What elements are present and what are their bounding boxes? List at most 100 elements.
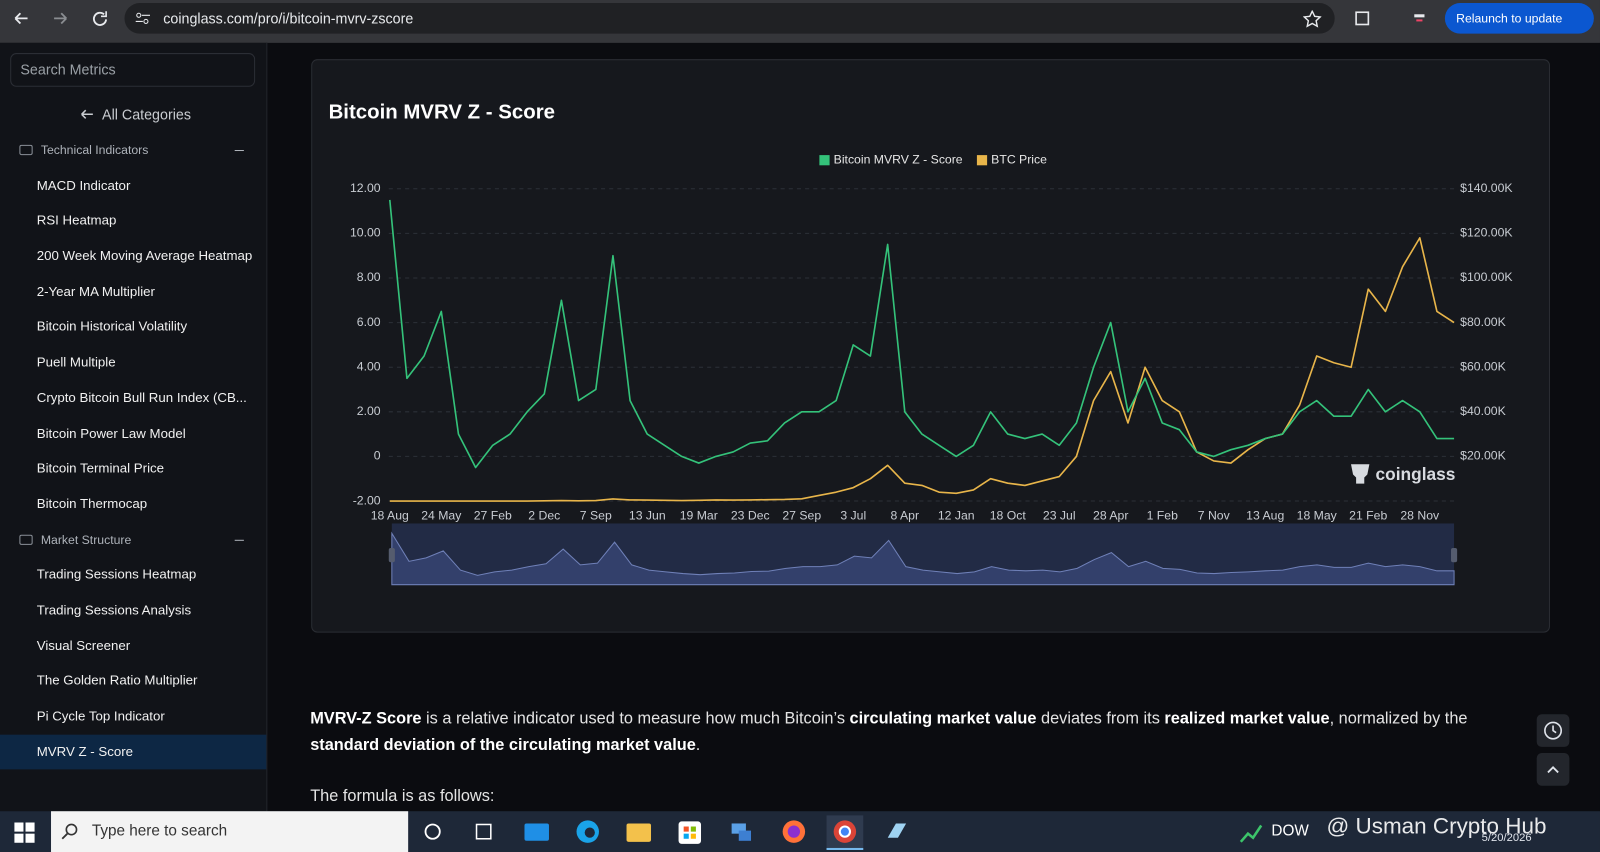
navigator-handle[interactable] <box>1451 547 1458 563</box>
bookmark-star[interactable] <box>1303 10 1322 28</box>
y2-tick-label: $100.00K <box>1460 270 1513 284</box>
y-tick-label: 4.00 <box>357 359 381 373</box>
legend-swatch[interactable] <box>819 155 830 166</box>
x-tick-label: 12 Jan <box>938 509 975 523</box>
metric-item[interactable]: Visual Screener <box>36 637 131 653</box>
bold-text: standard deviation of the circulating ma… <box>310 736 696 755</box>
x-tick-label: 18 May <box>1297 509 1338 523</box>
x-tick-label: 27 Sep <box>782 509 821 523</box>
x-tick-label: 27 Feb <box>474 509 512 523</box>
x-tick-label: 19 Mar <box>680 509 718 523</box>
metric-item[interactable]: Pi Cycle Top Indicator <box>36 708 165 724</box>
legend-swatch[interactable] <box>976 155 988 166</box>
y2-tick-label: $40.00K <box>1460 404 1506 418</box>
x-tick-label: 24 May <box>421 509 462 523</box>
group-header[interactable]: Technical Indicators <box>0 133 266 168</box>
y-tick-label: 0 <box>374 449 381 463</box>
x-tick-label: 18 Aug <box>371 509 409 523</box>
site-info-icon[interactable] <box>135 11 151 25</box>
metric-item[interactable]: Bitcoin Power Law Model <box>36 424 186 441</box>
metric-item[interactable]: Bitcoin Historical Volatility <box>36 318 188 335</box>
support-icon <box>1544 721 1563 740</box>
x-tick-label: 13 Aug <box>1246 509 1284 523</box>
search-metrics[interactable]: Search Metrics <box>10 53 256 87</box>
y-tick-label: 8.00 <box>357 270 381 284</box>
metric-item[interactable]: 200 Week Moving Average Heatmap <box>36 248 253 264</box>
y-tick-label: -2.00 <box>353 493 381 507</box>
metric-item[interactable]: Crypto Bitcoin Bull Run Index (CB... <box>36 389 247 405</box>
x-tick-label: 1 Feb <box>1147 509 1178 523</box>
folder-icon <box>19 534 33 545</box>
group-title: Market Structure <box>40 532 132 547</box>
scroll-top-button[interactable] <box>1536 753 1570 786</box>
metric-item[interactable]: RSI Heatmap <box>36 212 117 228</box>
metric-item[interactable]: Trading Sessions Analysis <box>36 601 192 618</box>
y-tick-label: 2.00 <box>357 404 381 418</box>
back-arrow[interactable] <box>80 108 94 120</box>
stock-ticker[interactable]: DOW <box>1271 822 1309 840</box>
taskbar: Type here to search DOW @ Usman Crypto H… <box>0 811 1600 852</box>
nav-buttons[interactable] <box>10 8 112 28</box>
start-button[interactable] <box>14 822 35 843</box>
y-tick-label: 10.00 <box>350 226 381 240</box>
url-text[interactable]: coinglass.com/pro/i/bitcoin-mvrv-zscore <box>163 10 414 27</box>
metric-item[interactable]: MVRV Z - Score <box>0 734 267 770</box>
x-tick-label: 18 Oct <box>990 509 1027 523</box>
x-tick-label: 13 Jun <box>629 509 666 523</box>
metric-item[interactable]: MACD Indicator <box>36 177 131 193</box>
metric-item[interactable]: Bitcoin Thermocap <box>36 495 148 512</box>
chart: -2.00 0 2.00 4.00 6.00 8.00 10.00 12.00 $20.00K $… <box>350 152 1513 586</box>
metric-item[interactable]: Trading Sessions Heatmap <box>36 566 197 582</box>
y2-tick-label: $120.00K <box>1460 226 1513 240</box>
x-tick-label: 3 Jul <box>840 509 866 523</box>
stock-icon <box>1239 824 1263 843</box>
y-tick-label: 12.00 <box>350 181 381 195</box>
address-bar[interactable]: coinglass.com/pro/i/bitcoin-mvrv-zscore <box>124 3 1335 34</box>
clock-date[interactable]: 5/20/2026 <box>1481 831 1532 844</box>
search-icon <box>61 823 78 840</box>
watermark-logo <box>1351 464 1370 484</box>
chart-watermark: coinglass <box>1375 464 1455 484</box>
x-tick-label: 28 Nov <box>1400 509 1440 523</box>
metric-list: Technical Indicators MACD Indicator RSI He… <box>0 133 267 770</box>
relaunch-button[interactable]: Relaunch to update <box>1444 3 1594 34</box>
group-header[interactable]: Market Structure <box>0 522 266 557</box>
y2-tick-label: $80.00K <box>1460 315 1506 329</box>
taskbar-search[interactable]: Type here to search <box>51 811 409 852</box>
metric-item[interactable]: Bitcoin Terminal Price <box>36 460 165 476</box>
extension-icons[interactable] <box>1353 8 1435 28</box>
navigator-handle[interactable] <box>388 547 395 563</box>
x-tick-label: 23 Dec <box>731 509 770 523</box>
collapse-icon <box>234 539 244 541</box>
watermark: @ Usman Crypto Hub <box>1326 813 1547 839</box>
x-tick-label: 7 Nov <box>1198 509 1231 523</box>
chart-title: Bitcoin MVRV Z - Score <box>328 101 555 124</box>
all-categories-link[interactable]: All Categories <box>102 106 191 123</box>
browser-toolbar: coinglass.com/pro/i/bitcoin-mvrv-zscore … <box>0 0 1600 43</box>
folder-icon <box>19 144 33 156</box>
metric-item[interactable]: 2-Year MA Multiplier <box>36 283 155 299</box>
text: is a relative indicator used to measure … <box>421 710 850 728</box>
text: , normalized by the <box>1329 710 1468 728</box>
bold-text: realized market value <box>1164 710 1330 728</box>
x-tick-label: 23 Jul <box>1043 509 1076 523</box>
x-tick-label: 8 Apr <box>890 509 919 523</box>
y2-tick-label: $140.00K <box>1460 181 1513 195</box>
legend-label[interactable]: Bitcoin MVRV Z - Score <box>834 152 963 166</box>
collapse-icon <box>234 149 244 152</box>
y2-tick-label: $20.00K <box>1460 449 1506 463</box>
up-icon <box>1547 766 1559 774</box>
metric-item[interactable]: The Golden Ratio Multiplier <box>36 672 198 689</box>
text: deviates from its <box>1036 710 1165 728</box>
bold-text: MVRV-Z Score <box>310 710 422 728</box>
support-button[interactable] <box>1536 714 1570 747</box>
sidebar: Search Metrics All Categories Technical … <box>0 42 268 812</box>
legend-label[interactable]: BTC Price <box>991 152 1047 166</box>
taskbar-apps[interactable] <box>420 815 930 850</box>
metric-item[interactable]: Puell Multiple <box>36 354 116 370</box>
group-title: Technical Indicators <box>40 142 149 158</box>
x-tick-label: 7 Sep <box>580 509 612 523</box>
description: MVRV-Z Score is a relative indicator use… <box>310 706 1509 759</box>
formula-intro: The formula is as follows: <box>310 787 495 806</box>
